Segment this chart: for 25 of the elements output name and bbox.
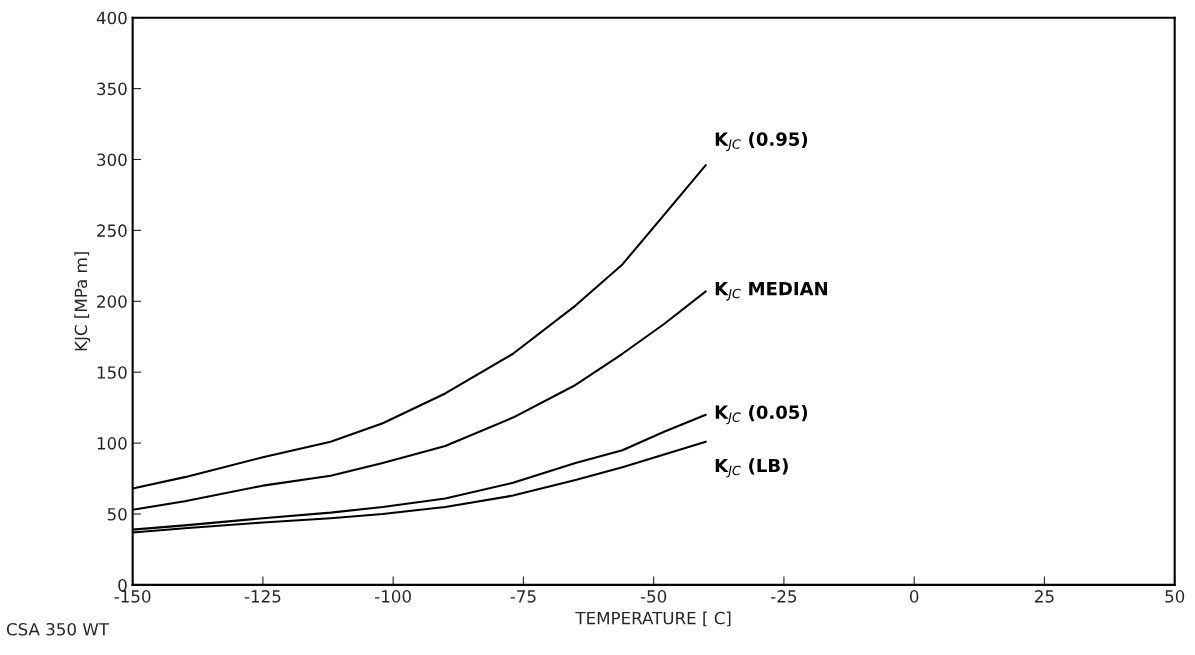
x-tick-label: 50	[1165, 590, 1185, 603]
x-tick-label: -50	[640, 590, 667, 603]
x-tick-label: -150	[114, 590, 151, 603]
x-tick-label: -125	[244, 590, 281, 603]
y-tick-label: 150	[97, 366, 127, 379]
y-tick-label: 400	[96, 11, 127, 25]
series-label: K$_{JC}$ (0.95)	[715, 131, 808, 152]
y-tick-label: 300	[97, 153, 127, 167]
x-tick-label: 0	[909, 590, 919, 603]
series-label: K$_{JC}$ MEDIAN	[715, 281, 828, 301]
y-tick-label: 200	[97, 295, 127, 308]
y-tick-label: 100	[97, 437, 127, 450]
x-tick-label: -25	[771, 590, 797, 603]
series-label: K$_{JC}$ (LB)	[715, 458, 788, 478]
y-tick-label: 0	[118, 578, 127, 592]
series-label: K$_{JC}$ (0.05)	[715, 405, 808, 425]
y-tick-label: 50	[107, 507, 127, 521]
x-tick-label: -100	[375, 590, 411, 603]
x-tick-label: -75	[510, 590, 536, 603]
text: CSA 350 WT	[6, 622, 110, 636]
x-tick-label: 25	[1035, 590, 1054, 603]
y-tick-label: 350	[97, 82, 127, 96]
y-tick-label: 250	[97, 224, 127, 237]
x-axis-title: TEMPERATURE [ C]	[575, 611, 731, 627]
y-axis-title: KJC [MPa m]	[74, 252, 91, 351]
